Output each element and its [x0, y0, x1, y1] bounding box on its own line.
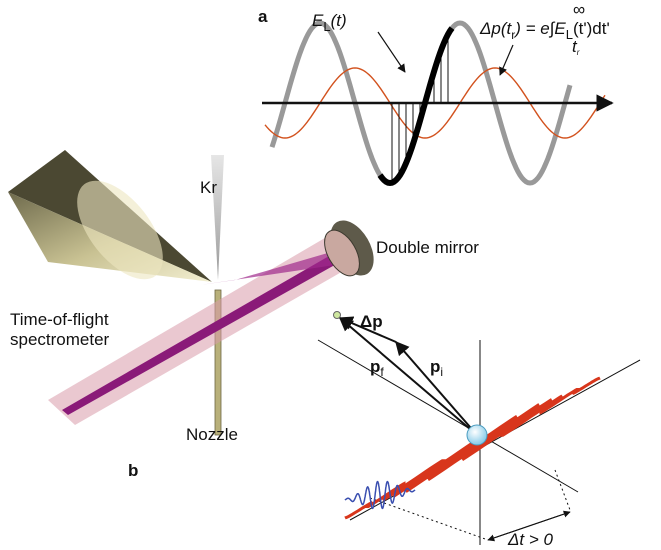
lower-limit: tr	[572, 37, 580, 57]
panel-b: Kr Double mirror Time-of-flight spectrom…	[8, 150, 479, 480]
argument: (t)	[331, 11, 347, 30]
lhs: Δp(t	[479, 19, 513, 38]
atom	[467, 425, 487, 445]
field-label: EL(t)	[312, 11, 347, 34]
upper-limit: ∞	[573, 0, 585, 19]
formula: Δp(tr) = e∫EL(t')dt'	[479, 19, 610, 42]
final-momentum	[340, 318, 477, 435]
panel-letter: a	[258, 7, 268, 26]
symbol: E	[312, 11, 324, 30]
subscript: f	[380, 365, 384, 379]
pi-label: pi	[430, 357, 443, 379]
pointer	[378, 32, 405, 72]
dotted-guide	[370, 498, 488, 540]
pulse	[345, 378, 600, 518]
nozzle-label: Nozzle	[186, 425, 238, 444]
gas-jet	[211, 155, 224, 280]
dotted-guide	[555, 470, 570, 510]
spectrometer-label: Time-of-flight	[10, 310, 109, 329]
panel-a: a EL(t) Δp(tr) = e∫EL(t')dt' ∞ tr	[258, 0, 612, 183]
electron	[334, 312, 341, 319]
mirror-label: Double mirror	[376, 238, 479, 257]
momentum-scheme: Δp pf pi Δt > 0	[318, 312, 640, 550]
dp-label: Δp	[360, 312, 383, 331]
subscript: i	[440, 365, 443, 379]
gas-label: Kr	[200, 178, 217, 197]
subscript: L	[323, 19, 330, 34]
integrand-end: (t')dt'	[573, 19, 610, 38]
delay-label: Δt > 0	[507, 530, 554, 549]
lhs-end: ) = e	[513, 19, 550, 38]
pf-label: pf	[370, 357, 384, 379]
pointer	[500, 45, 513, 75]
symbol: p	[370, 357, 380, 376]
figure: a EL(t) Δp(tr) = e∫EL(t')dt' ∞ tr Kr Dou…	[0, 0, 661, 550]
spectrometer-label: spectrometer	[10, 330, 110, 349]
lower-sub: r	[577, 48, 580, 57]
panel-letter: b	[128, 461, 138, 480]
integrand: E	[554, 19, 566, 38]
initial-momentum	[396, 342, 477, 435]
symbol: p	[430, 357, 440, 376]
